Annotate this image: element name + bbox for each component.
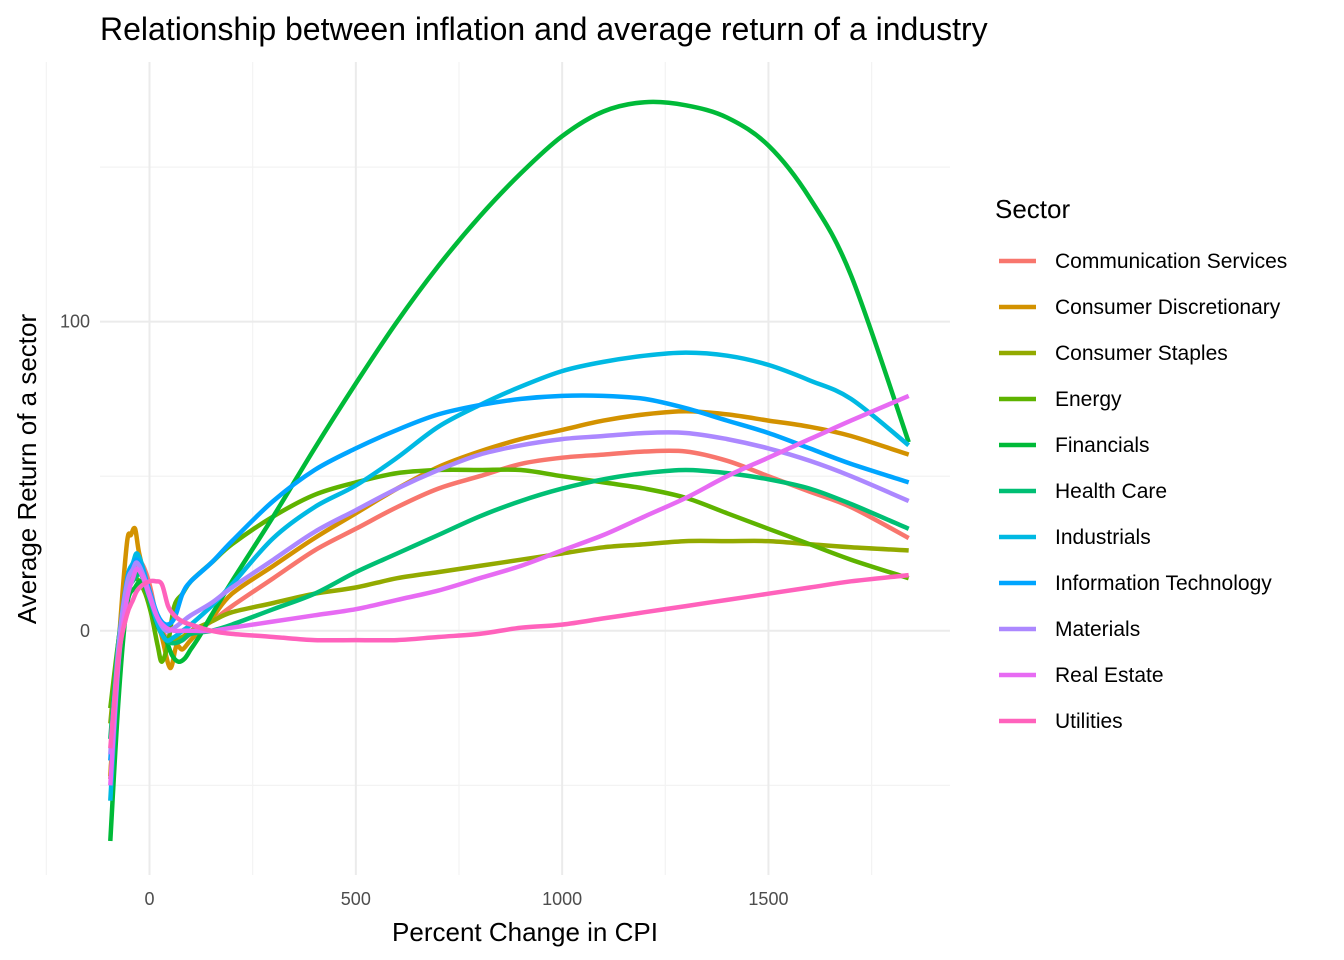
legend-item-consumer-staples: Consumer Staples — [999, 342, 1228, 365]
series-line-real-estate — [108, 393, 910, 786]
x-tick-label: 1000 — [542, 889, 582, 909]
chart-title: Relationship between inflation and avera… — [100, 11, 988, 47]
legend-item-information-technology: Information Technology — [999, 572, 1272, 595]
legend-item-energy: Energy — [999, 388, 1122, 411]
legend-item-consumer-discretionary: Consumer Discretionary — [999, 296, 1281, 319]
y-tick-label: 0 — [80, 621, 90, 641]
y-tick-label: 100 — [60, 312, 90, 332]
legend-label: Communication Services — [1055, 250, 1287, 273]
legend-item-materials: Materials — [999, 618, 1140, 641]
legend-item-industrials: Industrials — [999, 526, 1151, 549]
legend-label: Health Care — [1055, 480, 1167, 503]
series-lines — [108, 99, 911, 842]
legend-item-utilities: Utilities — [999, 710, 1123, 733]
y-axis-title: Average Return of a sector — [12, 314, 42, 625]
legend-item-financials: Financials — [999, 434, 1150, 457]
legend-label: Energy — [1055, 388, 1122, 411]
legend-label: Real Estate — [1055, 664, 1164, 687]
legend-label: Consumer Discretionary — [1055, 296, 1281, 319]
legend-label: Utilities — [1055, 710, 1123, 733]
legend-label: Information Technology — [1055, 572, 1272, 595]
legend-items: Communication Services Consumer Discretio… — [999, 250, 1287, 733]
legend-label: Consumer Staples — [1055, 342, 1228, 365]
legend-label: Financials — [1055, 434, 1150, 457]
x-axis-ticks: 0 500 1000 1500 — [145, 889, 789, 909]
legend-item-health-care: Health Care — [999, 480, 1167, 503]
x-tick-label: 0 — [145, 889, 155, 909]
series-line-industrials — [108, 350, 911, 801]
legend-label: Materials — [1055, 618, 1140, 641]
series-line-materials — [108, 430, 910, 755]
x-axis-title: Percent Change in CPI — [392, 917, 658, 947]
legend-label: Industrials — [1055, 526, 1151, 549]
series-line-consumer-discretionary — [108, 409, 910, 777]
series-line-health-care — [108, 467, 910, 740]
legend: Sector Communication Services Consumer Di… — [995, 194, 1287, 733]
legend-item-real-estate: Real Estate — [999, 664, 1164, 687]
series-line-utilities — [108, 572, 909, 749]
y-axis-ticks: 0 100 — [60, 312, 90, 641]
x-tick-label: 500 — [341, 889, 371, 909]
x-tick-label: 1500 — [748, 889, 788, 909]
legend-title: Sector — [995, 194, 1070, 224]
legend-item-communication-services: Communication Services — [999, 250, 1287, 273]
